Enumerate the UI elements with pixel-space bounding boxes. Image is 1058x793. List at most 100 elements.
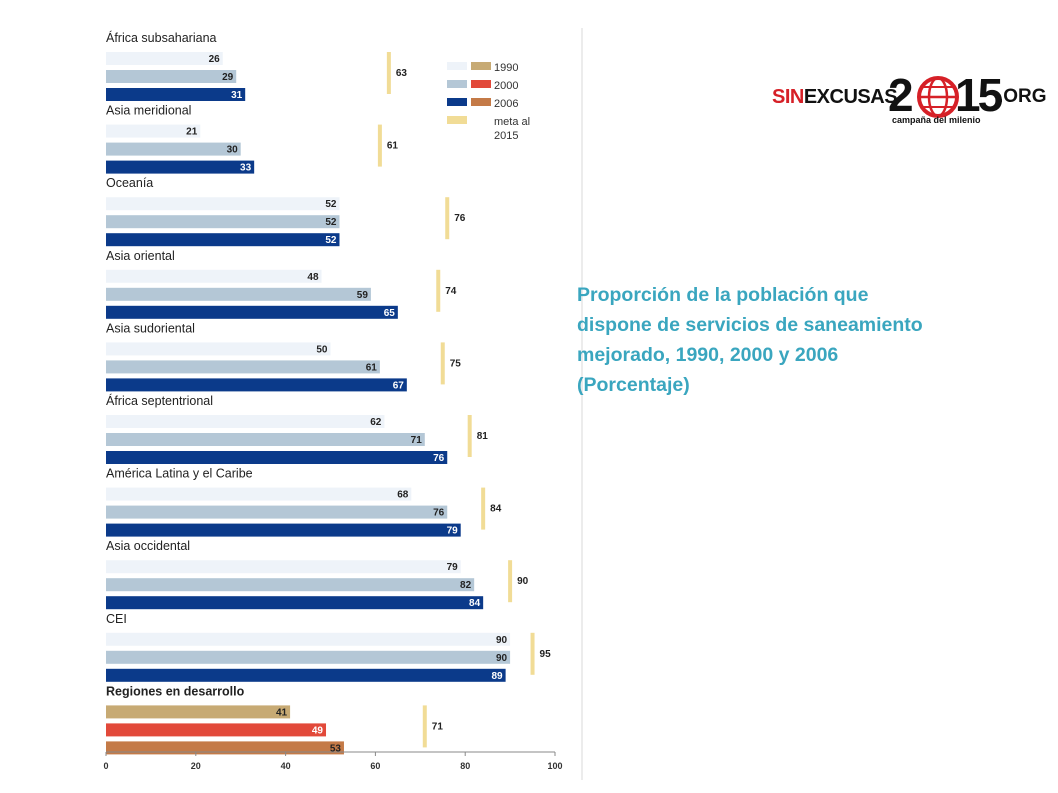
bar xyxy=(106,723,327,737)
legend-swatch-standard xyxy=(447,98,467,106)
target-marker xyxy=(422,705,427,748)
bar xyxy=(106,70,237,83)
region-label: África septentrional xyxy=(106,393,213,408)
legend-label: 1990 xyxy=(494,62,518,74)
bar-value-label: 65 xyxy=(384,308,396,319)
bar xyxy=(106,215,340,229)
bar-value-label: 68 xyxy=(397,490,409,501)
region-label: CEI xyxy=(106,612,127,626)
logo-sin: SIN xyxy=(772,86,804,108)
bar-value-label: 62 xyxy=(370,417,382,428)
bar-value-label: 53 xyxy=(330,743,342,754)
logo-two: 2 xyxy=(888,69,914,121)
bar-value-label: 41 xyxy=(276,707,288,718)
target-value-label: 95 xyxy=(540,649,552,660)
region-label: Asia occidental xyxy=(106,539,190,553)
sinexcusas-logo: SINEXCUSAS 2 15 .ORG campaña del milenio xyxy=(770,69,1050,132)
bar xyxy=(106,88,246,101)
caption-line-2: dispone de servicios de saneamiento xyxy=(577,314,923,336)
bar xyxy=(106,342,331,356)
legend-label: meta al xyxy=(494,116,530,128)
bar-value-label: 71 xyxy=(411,435,423,446)
target-value-label: 81 xyxy=(477,431,489,442)
target-marker xyxy=(436,269,441,312)
bar xyxy=(106,523,461,537)
caption-line-3: mejorado, 1990, 2000 y 2006 xyxy=(577,344,839,366)
region-label: Regiones en desarrollo xyxy=(106,684,245,698)
logo-tagline: campaña del milenio xyxy=(892,115,981,125)
bar-value-label: 52 xyxy=(325,199,337,210)
target-value-label: 90 xyxy=(517,576,529,587)
legend-label: 2006 xyxy=(494,98,518,110)
logo-excusas: EXCUSAS xyxy=(803,86,898,108)
bar xyxy=(106,433,425,446)
target-value-label: 61 xyxy=(387,141,399,152)
x-tick-label: 40 xyxy=(281,761,291,771)
caption-line-1: Proporción de la población que xyxy=(577,284,869,306)
bar-value-label: 33 xyxy=(240,163,252,174)
legend-swatch-standard xyxy=(447,62,467,70)
bar xyxy=(106,505,448,519)
bar-value-label: 90 xyxy=(496,653,508,664)
bar xyxy=(106,578,475,592)
legend-label-line2: 2015 xyxy=(494,130,518,142)
bar xyxy=(106,705,291,719)
target-value-label: 75 xyxy=(450,358,462,369)
bar xyxy=(106,305,398,319)
bar-value-label: 52 xyxy=(325,235,337,246)
legend-swatch-highlight xyxy=(471,80,491,88)
bar-value-label: 82 xyxy=(460,580,472,591)
bar xyxy=(106,650,511,664)
bar-value-label: 30 xyxy=(227,145,239,156)
bar xyxy=(106,451,448,464)
bar xyxy=(106,668,506,682)
bar-value-label: 79 xyxy=(447,526,459,537)
bar xyxy=(106,160,255,174)
bar-value-label: 76 xyxy=(433,453,445,464)
target-marker xyxy=(377,124,382,167)
bar-value-label: 52 xyxy=(325,217,337,228)
target-value-label: 71 xyxy=(432,721,444,732)
bar-value-label: 90 xyxy=(496,635,508,646)
target-value-label: 76 xyxy=(454,213,466,224)
bar-value-label: 76 xyxy=(433,508,445,519)
region-label: Asia oriental xyxy=(106,249,175,263)
bar xyxy=(106,287,371,301)
target-value-label: 84 xyxy=(490,504,502,515)
bar xyxy=(106,487,412,501)
bar-value-label: 61 xyxy=(366,362,378,373)
region-label: Oceanía xyxy=(106,176,153,190)
region-label: África subsahariana xyxy=(106,30,217,45)
target-marker xyxy=(508,560,513,603)
bar-value-label: 84 xyxy=(469,598,481,609)
bar-value-label: 59 xyxy=(357,290,369,301)
target-marker xyxy=(467,415,472,457)
bar xyxy=(106,52,223,65)
bar-value-label: 48 xyxy=(307,272,319,283)
bar xyxy=(106,378,407,392)
x-tick-label: 60 xyxy=(370,761,380,771)
bar-value-label: 31 xyxy=(231,90,243,101)
bar xyxy=(106,360,380,374)
chart-caption: Proporción de la población que dispone d… xyxy=(577,280,1017,400)
bar xyxy=(106,596,484,610)
legend-swatch-standard xyxy=(447,80,467,88)
region-label: Asia meridional xyxy=(106,104,191,118)
caption-line-4: (Porcentaje) xyxy=(577,374,690,396)
bar xyxy=(106,142,241,156)
target-marker xyxy=(530,632,535,675)
bar-value-label: 26 xyxy=(209,54,221,65)
region-label: Asia sudoriental xyxy=(106,321,195,335)
bar-value-label: 49 xyxy=(312,725,324,736)
bar xyxy=(106,632,511,646)
logo-text: SINEXCUSAS xyxy=(772,86,898,109)
target-value-label: 74 xyxy=(445,286,457,297)
bar xyxy=(106,560,461,574)
bar xyxy=(106,269,322,283)
bar-value-label: 21 xyxy=(186,127,198,138)
bar-value-label: 89 xyxy=(491,671,503,682)
target-marker xyxy=(386,52,391,94)
bar-value-label: 50 xyxy=(316,344,328,355)
bar xyxy=(106,233,340,247)
